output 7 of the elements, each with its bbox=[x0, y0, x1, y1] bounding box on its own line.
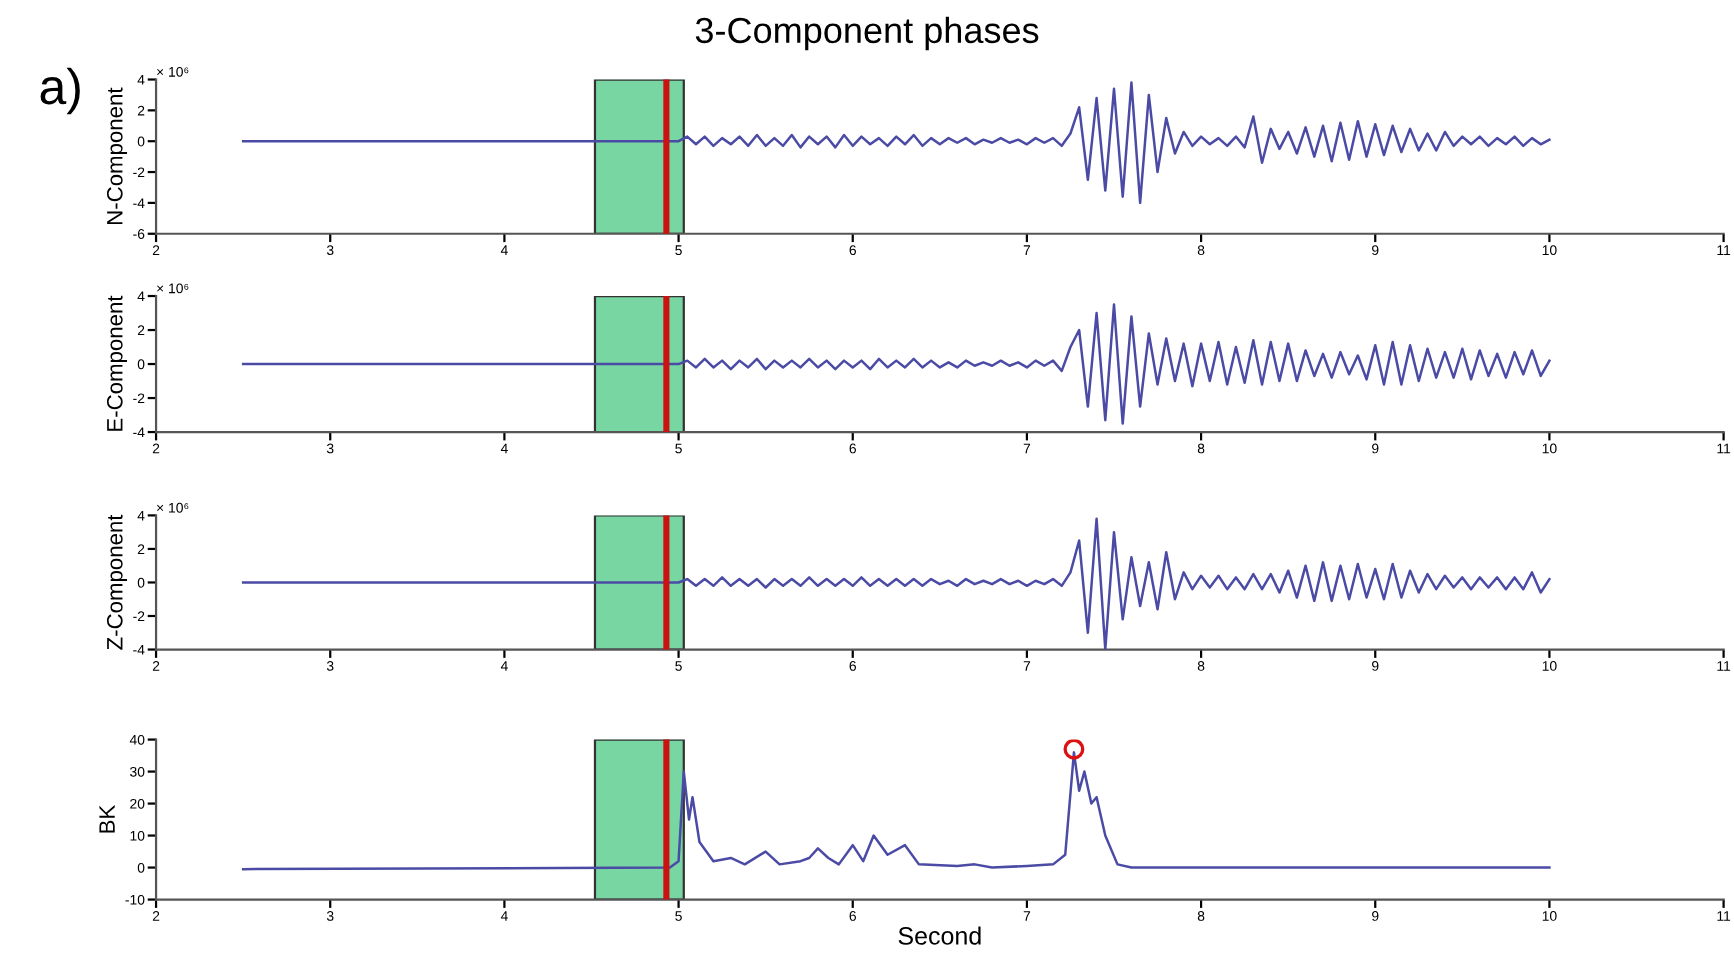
x-axis-title: Second bbox=[898, 926, 981, 945]
chart-title: 3-Component phases bbox=[695, 16, 1039, 51]
y-axis-title: BK bbox=[99, 805, 115, 833]
y-axis-title: E-Component bbox=[106, 295, 128, 431]
text: a) bbox=[40, 67, 80, 115]
y-axis-title: Z-Component bbox=[106, 514, 128, 650]
y-axis-title: N-Component bbox=[106, 87, 128, 224]
